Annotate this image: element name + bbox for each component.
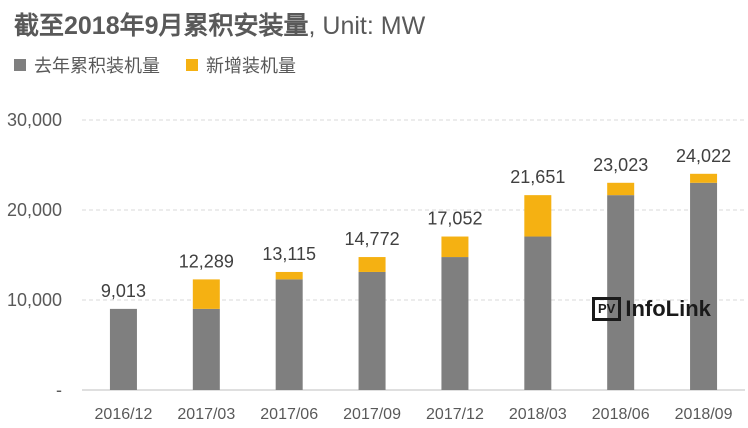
chart-title: 截至2018年9月累积安装量, Unit: MW xyxy=(14,6,425,42)
x-tick-label-6: 2018/06 xyxy=(592,406,650,423)
bar-added-3 xyxy=(358,257,386,272)
y-tick-label-3: 30,000 xyxy=(7,110,62,130)
data-label-4: 17,052 xyxy=(427,209,482,229)
x-tick-label-4: 2017/12 xyxy=(426,406,484,423)
legend-swatch-base xyxy=(14,59,26,71)
y-tick-label-2: 20,000 xyxy=(7,200,62,220)
bar-base-5 xyxy=(524,236,552,390)
x-tick-label-1: 2017/03 xyxy=(177,406,235,423)
bar-added-5 xyxy=(524,195,552,237)
data-label-5: 21,651 xyxy=(510,167,565,187)
chart-title-unit: , Unit: MW xyxy=(308,12,426,40)
bar-base-2 xyxy=(275,279,303,390)
chart-title-main: 截至2018年9月累积安装量 xyxy=(14,12,309,40)
legend-item-added: 新增装机量 xyxy=(186,52,296,78)
bar-added-2 xyxy=(275,271,303,280)
x-tick-label-3: 2017/09 xyxy=(343,406,401,423)
infolink-logo-text: InfoLink xyxy=(625,296,711,321)
legend-item-base: 去年累积装机量 xyxy=(14,52,160,78)
y-tick-label-1: 10,000 xyxy=(7,290,62,310)
bar-base-1 xyxy=(192,308,220,390)
x-tick-label-5: 2018/03 xyxy=(509,406,567,423)
chart-legend: 去年累积装机量 新增装机量 xyxy=(14,52,296,78)
bar-added-4 xyxy=(441,236,469,258)
infolink-logo: PV InfoLink xyxy=(592,296,711,322)
data-label-0: 9,013 xyxy=(101,281,146,301)
pv-logo-box: PV xyxy=(592,297,622,321)
data-label-6: 23,023 xyxy=(593,155,648,175)
bar-base-7 xyxy=(690,182,718,390)
legend-swatch-added xyxy=(186,59,198,71)
data-label-1: 12,289 xyxy=(179,251,234,271)
legend-label-added: 新增装机量 xyxy=(206,56,296,76)
bar-added-6 xyxy=(607,182,635,196)
bar-base-6 xyxy=(607,195,635,390)
x-tick-label-7: 2018/09 xyxy=(675,406,733,423)
bar-base-3 xyxy=(358,271,386,390)
bar-base-0 xyxy=(109,308,137,390)
data-label-3: 14,772 xyxy=(345,229,400,249)
bar-added-1 xyxy=(192,279,220,309)
data-label-7: 24,022 xyxy=(676,146,731,166)
bar-added-7 xyxy=(690,173,718,183)
bar-base-4 xyxy=(441,257,469,390)
legend-label-base: 去年累积装机量 xyxy=(34,56,160,76)
y-tick-label-0: - xyxy=(56,380,62,400)
data-label-2: 13,115 xyxy=(262,244,316,264)
x-tick-label-2: 2017/06 xyxy=(260,406,318,423)
x-tick-label-0: 2016/12 xyxy=(95,406,153,423)
